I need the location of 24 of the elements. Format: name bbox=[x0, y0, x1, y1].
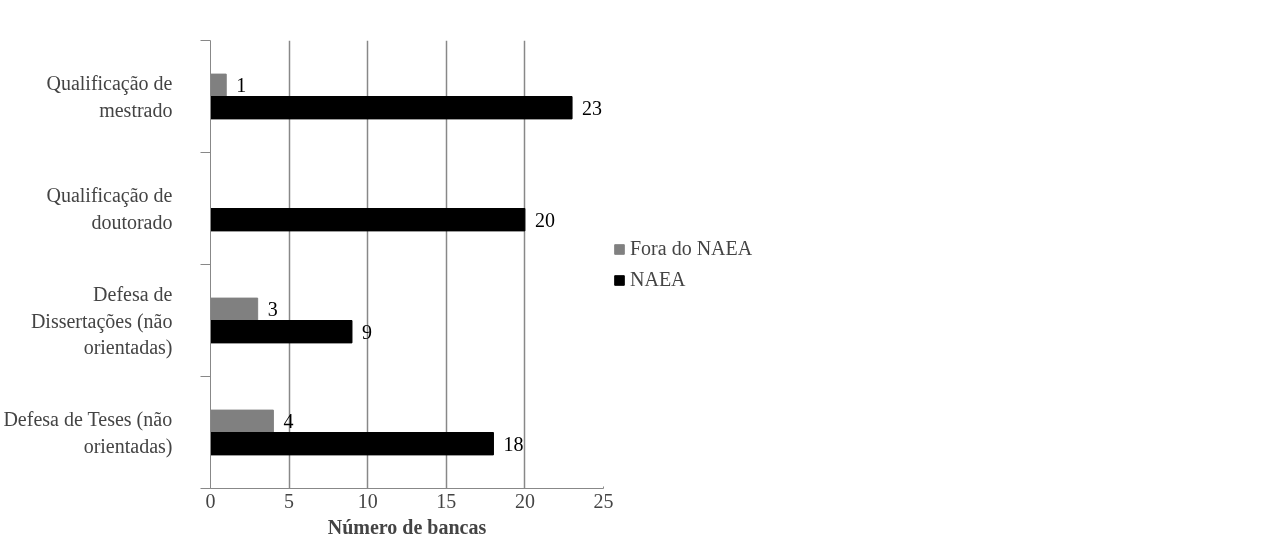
y-tick-label: Defesa de Dissertações (não orientadas) bbox=[30, 283, 173, 359]
x-tick-label: 20 bbox=[514, 489, 535, 512]
bar bbox=[210, 320, 353, 344]
x-tick-label: 0 bbox=[205, 489, 216, 512]
data-label: 3 bbox=[267, 298, 278, 321]
x-tick-label: 15 bbox=[436, 489, 457, 512]
x-tick-label: 5 bbox=[284, 489, 295, 512]
legend-label: Fora do NAEA bbox=[630, 237, 753, 260]
data-label: 20 bbox=[534, 208, 555, 231]
x-tick-label: 10 bbox=[357, 489, 378, 512]
x-tick-label: 25 bbox=[593, 489, 614, 512]
x-axis-title: Número de bancas bbox=[327, 515, 487, 538]
data-label: 1 bbox=[236, 74, 247, 97]
data-label: 4 bbox=[283, 410, 294, 433]
y-tick-label: Qualificação de mestrado bbox=[46, 72, 173, 121]
y-tick-label: Qualificação de doutorado bbox=[46, 184, 173, 233]
y-tick-label: Defesa de Teses (não orientadas) bbox=[3, 408, 173, 458]
data-label: 18 bbox=[503, 432, 524, 455]
bar bbox=[210, 208, 526, 232]
bar bbox=[210, 96, 573, 120]
data-label: 23 bbox=[582, 96, 603, 119]
data-label: 9 bbox=[361, 320, 372, 343]
bar bbox=[210, 432, 494, 456]
legend-label: NAEA bbox=[630, 268, 686, 291]
